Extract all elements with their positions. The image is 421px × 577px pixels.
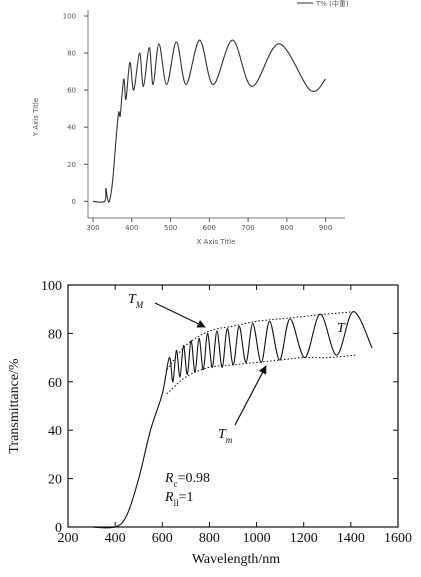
y-tick-label: 40 (67, 124, 76, 132)
series-line (91, 311, 373, 529)
x-tick-label: 900 (319, 224, 332, 232)
bottom-chart: Wavelength/nm Transmittance/% TM Tm T Rc… (7, 279, 412, 567)
annotation-sub: M (135, 300, 144, 310)
legend-label: T% (中重) (315, 0, 349, 8)
x-axis-title: Wavelength/nm (192, 552, 280, 567)
y-tick-label: 60 (67, 87, 76, 95)
y-tick-label: 100 (63, 13, 76, 21)
annotation-sub: m (226, 435, 233, 445)
y-axis-title: Transmittance/% (7, 358, 22, 453)
annotation: T (337, 321, 346, 336)
y-tick-label: 80 (48, 327, 62, 342)
annotation-text: T (218, 427, 227, 442)
annotation-sub: ll (174, 498, 180, 508)
annotation: TM (128, 292, 144, 310)
x-tick-label: 1600 (384, 531, 412, 546)
x-tick-label: 1400 (337, 531, 365, 546)
y-axis-title: Y Axis Title (32, 98, 40, 137)
series-line (166, 311, 356, 371)
y-tick-label: 100 (41, 279, 62, 294)
annotation: Tm (218, 427, 233, 445)
x-tick-label: 400 (105, 531, 126, 546)
x-tick-label: 200 (58, 531, 79, 546)
x-tick-label: 600 (203, 224, 216, 232)
annotation-text: T (128, 292, 137, 307)
series-line (92, 39, 327, 203)
annotation-sub: c (174, 479, 178, 489)
x-tick-label: 800 (280, 224, 293, 232)
y-tick-label: 0 (72, 198, 76, 206)
x-axis-title: X Axis Title (197, 238, 236, 246)
y-tick-label: 0 (55, 521, 62, 536)
y-tick-label: 20 (67, 161, 76, 169)
y-tick-label: 40 (48, 424, 62, 439)
x-tick-label: 800 (199, 531, 220, 546)
y-tick-label: 60 (48, 376, 62, 391)
x-tick-label: 700 (241, 224, 254, 232)
plot-frame (67, 284, 399, 528)
x-tick-label: 400 (125, 224, 138, 232)
y-tick-label: 80 (67, 50, 76, 58)
arrow (154, 302, 206, 328)
x-tick-label: 600 (152, 531, 173, 546)
annotation-rest: =1 (179, 490, 194, 505)
top-chart: X Axis Title Y Axis Title 300 400 500 600 70… (32, 0, 349, 246)
x-tick-label: 1200 (290, 531, 318, 546)
x-tick-label: 1000 (243, 531, 271, 546)
x-tick-label: 500 (164, 224, 177, 232)
annotation: Rll=1 (164, 490, 193, 508)
annotation: Rc=0.98 (164, 471, 210, 489)
y-tick-label: 20 (48, 473, 62, 488)
arrow (234, 365, 267, 426)
annotation-text: R (164, 490, 174, 505)
annotation-text: R (164, 471, 174, 486)
annotation-text: T (337, 321, 346, 336)
x-tick-label: 300 (86, 224, 99, 232)
annotation-rest: =0.98 (178, 471, 210, 486)
series-line (166, 354, 356, 395)
